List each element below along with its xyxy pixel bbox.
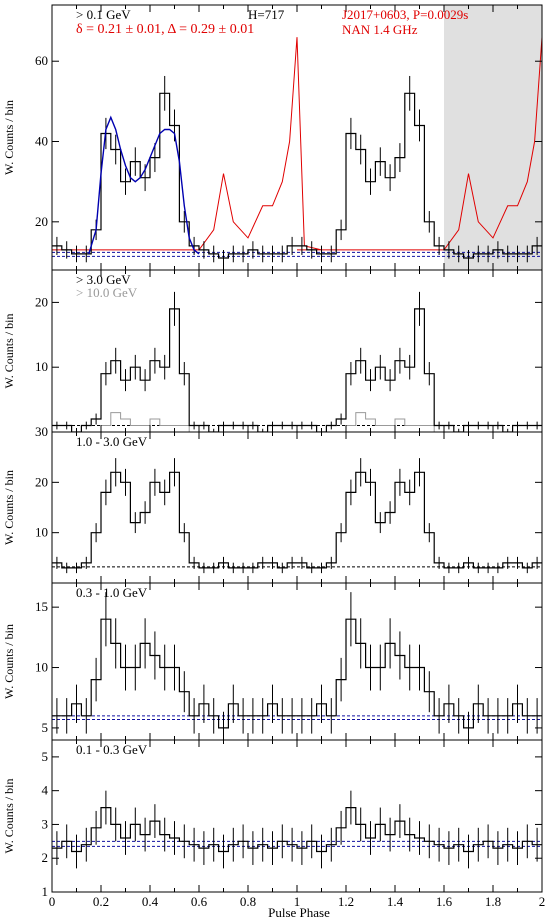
x-tick-label: 1 — [294, 894, 301, 909]
y-tick-label: 30 — [35, 424, 48, 439]
plot-area — [52, 458, 542, 574]
x-tick-label: 0.4 — [142, 894, 159, 909]
gamma-hist-10gev — [52, 412, 542, 432]
x-axis-label: Pulse Phase — [268, 905, 330, 920]
y-axis-label: W. Counts / bin — [2, 100, 16, 175]
radio-profile-line — [52, 37, 542, 251]
y-tick-label: 15 — [35, 599, 48, 614]
gamma-histogram — [52, 92, 542, 259]
y-tick-label: 5 — [42, 749, 49, 764]
pulsar-name-label: J2017+0603, P=0.0029s — [342, 7, 468, 22]
y-tick-label: 20 — [35, 294, 48, 309]
panel-frame — [51, 739, 543, 893]
energy-band-label: 0.1 - 0.3 GeV — [76, 742, 148, 757]
y-tick-label: 20 — [35, 214, 48, 229]
y-tick-label: 2 — [42, 850, 49, 865]
y-tick-label: 10 — [35, 525, 48, 540]
y-tick-label: 40 — [35, 134, 48, 149]
y-tick-label: 20 — [35, 474, 48, 489]
x-tick-label: 0 — [49, 894, 56, 909]
plot-area — [52, 592, 542, 740]
plot-area — [52, 291, 542, 432]
y-tick-label: 10 — [35, 359, 48, 374]
off-pulse-region — [444, 5, 542, 270]
y-axis-label: W. Counts / bin — [2, 314, 16, 389]
plot-area — [52, 5, 542, 270]
y-tick-label: 3 — [42, 816, 49, 831]
radio-band-label: NAN 1.4 GHz — [342, 22, 418, 37]
gamma-histogram — [52, 618, 542, 729]
gamma-fit-curve — [88, 115, 200, 255]
x-tick-label: 1.2 — [338, 894, 354, 909]
fit-parameters-label: δ = 0.21 ± 0.01, Δ = 0.29 ± 0.01 — [76, 22, 254, 37]
gamma-histogram — [52, 807, 542, 853]
panel-2: 10 20 W. Counts / bin > 3.0 GeV> 10.0 GeV — [2, 269, 543, 433]
h-test-label: H=717 — [248, 7, 285, 22]
energy-band-label: > 3.0 GeV — [76, 272, 131, 287]
gamma-histogram — [52, 471, 542, 569]
y-tick-label: 10 — [35, 660, 48, 675]
x-tick-label: 2 — [539, 894, 546, 909]
y-tick-label: 5 — [42, 720, 49, 735]
panel-4: 5 10 15 W. Counts / bin 0.3 - 1.0 GeV — [2, 582, 543, 741]
energy-band-label-2: > 10.0 GeV — [76, 285, 138, 300]
panel-5: 1 2 3 4 5 W. Counts / bin 0.1 - 0.3 GeV — [2, 739, 543, 899]
energy-band-label: 1.0 - 3.0 GeV — [76, 434, 148, 449]
energy-band-label: 0.3 - 1.0 GeV — [76, 585, 148, 600]
x-tick-label: 1.8 — [485, 894, 501, 909]
energy-band-label: > 0.1 GeV — [76, 7, 131, 22]
x-tick-label: 0.8 — [240, 894, 256, 909]
x-tick-label: 1.4 — [387, 894, 404, 909]
y-tick-label: 4 — [42, 783, 49, 798]
x-tick-label: 0.6 — [191, 894, 208, 909]
panel-3: 10 20 30 W. Counts / bin 1.0 - 3.0 GeV — [2, 424, 543, 584]
plot-area — [52, 790, 542, 869]
x-tick-label: 0.2 — [93, 894, 109, 909]
y-axis-label: W. Counts / bin — [2, 470, 16, 545]
y-axis-label: W. Counts / bin — [2, 624, 16, 699]
y-tick-label: 60 — [35, 53, 48, 68]
y-tick-label: 1 — [42, 884, 49, 899]
y-axis-label: W. Counts / bin — [2, 779, 16, 854]
x-tick-label: 1.6 — [436, 894, 453, 909]
